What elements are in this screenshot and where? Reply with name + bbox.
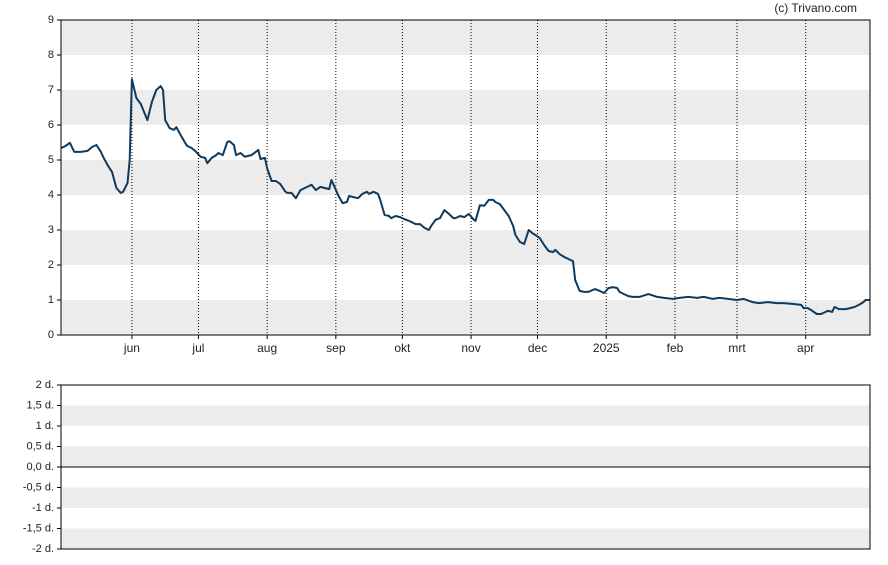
y-tick-label: -1 d. [32, 502, 54, 514]
y-tick-label: 6 [48, 119, 54, 131]
x-tick-label: jul [191, 341, 204, 355]
plot-frame [60, 19, 871, 336]
y-tick-label: 4 [48, 189, 54, 201]
grid-band [61, 230, 870, 265]
price-line [60, 78, 870, 315]
grid-band [61, 446, 870, 467]
x-tick-label: mrt [728, 341, 746, 355]
x-tick-label: apr [797, 341, 814, 355]
y-tick-label: 5 [48, 154, 54, 166]
grid-band [61, 405, 870, 426]
y-tick-label: 1 d. [36, 420, 54, 432]
y-tick-label: 0 [48, 329, 54, 341]
x-tick-label: 2025 [593, 341, 620, 355]
y-tick-label: 3 [48, 224, 54, 236]
x-tick-label: feb [667, 341, 684, 355]
y-tick-label: 9 [48, 14, 54, 26]
grid-band [61, 90, 870, 125]
source: (c) Trivano.com [774, 1, 857, 15]
y-tick-label: 0,5 d. [26, 440, 54, 452]
x-tick-label: okt [394, 341, 411, 355]
grid-band [61, 20, 870, 55]
y-tick-label: 0,0 d. [26, 461, 54, 473]
x-tick-label: sep [326, 341, 346, 355]
y-tick-label: 8 [48, 49, 54, 61]
y-tick-label: 2 d. [36, 379, 54, 391]
grid-band [61, 528, 870, 549]
y-tick-label: 2 [48, 259, 54, 271]
y-tick-label: -2 d. [32, 543, 54, 555]
grid-band [61, 300, 870, 335]
y-tick-label: 7 [48, 84, 54, 96]
grid-band [61, 160, 870, 195]
x-tick-label: aug [257, 341, 277, 355]
y-tick-label: -0,5 d. [23, 481, 54, 493]
y-tick-label: 1,5 d. [26, 399, 54, 411]
x-tick-label: jun [123, 341, 140, 355]
y-tick-label: 1 [48, 294, 54, 306]
x-tick-label: nov [461, 341, 480, 355]
grid-band [61, 487, 870, 508]
y-tick-label: -1,5 d. [23, 522, 54, 534]
plot-frame [60, 384, 871, 550]
x-tick-label: dec [528, 341, 547, 355]
